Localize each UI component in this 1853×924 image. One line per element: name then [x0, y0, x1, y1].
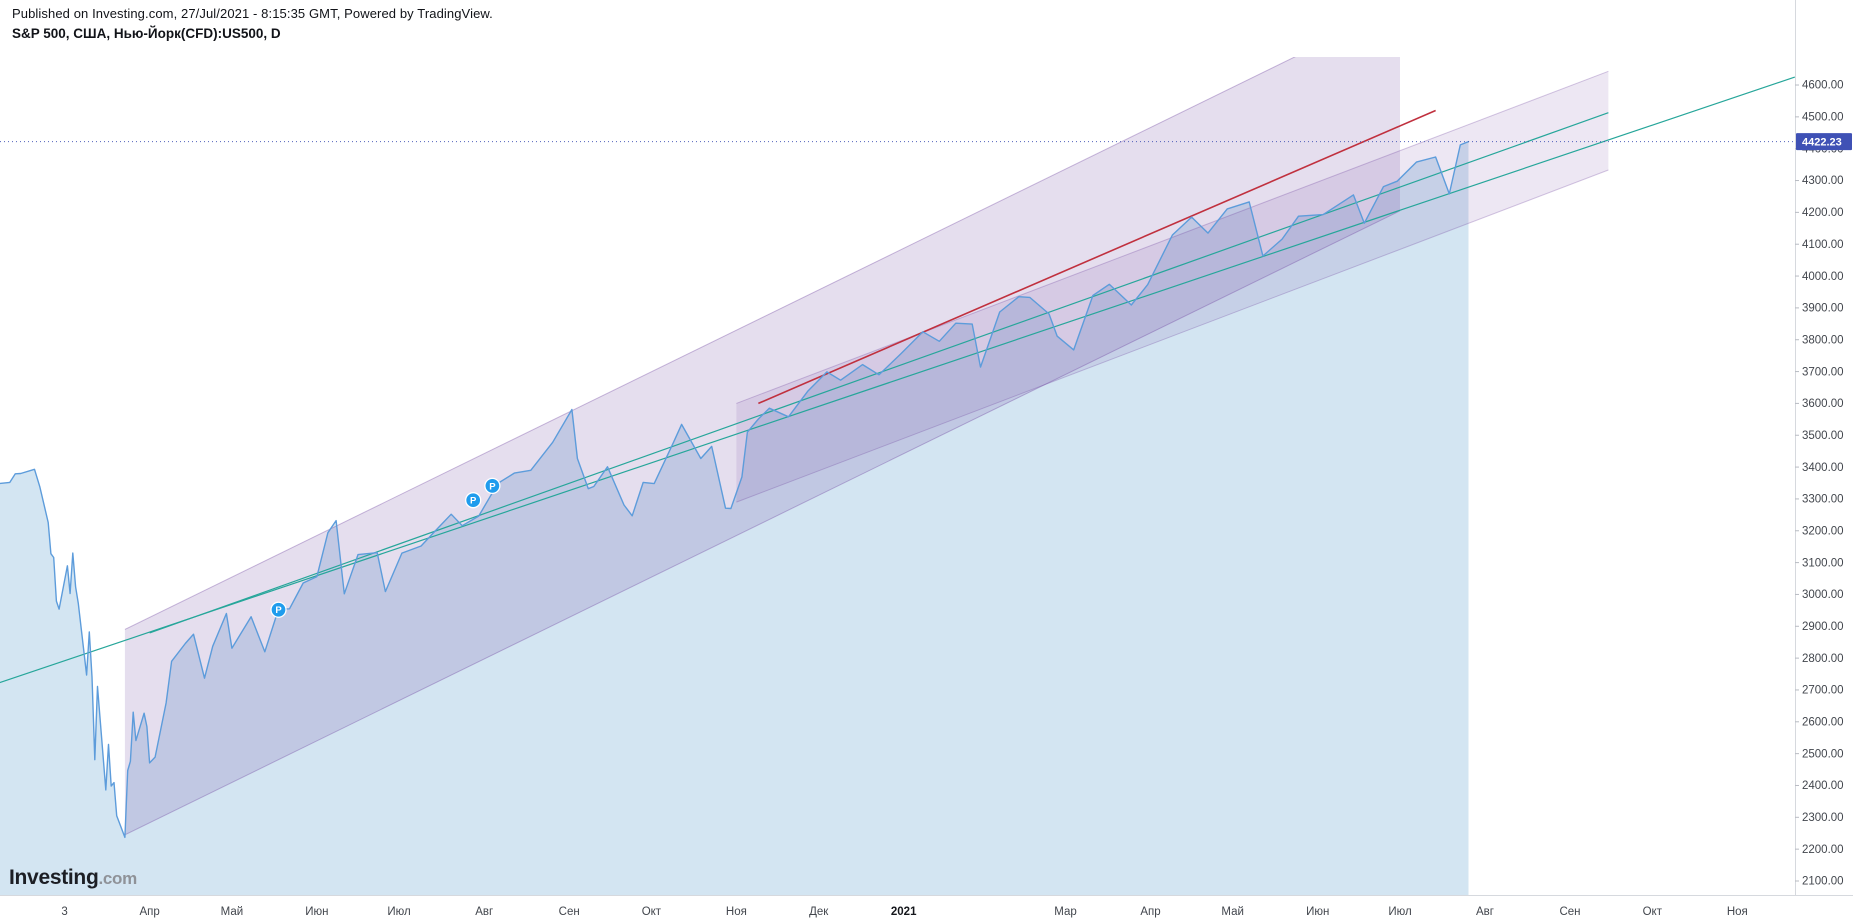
price-tick-label: 3700.00 [1802, 366, 1844, 378]
price-line[interactable] [0, 140, 1470, 839]
last-price-badge-bg [1796, 133, 1852, 151]
investing-logo: Investing.com [9, 866, 137, 890]
price-tick-label: 2900.00 [1802, 621, 1844, 633]
plot-area[interactable]: P P P [0, 5, 1795, 895]
symbol-title: S&P 500, США, Нью-Йорк(CFD):US500, D [12, 26, 281, 41]
price-tick-label: 2400.00 [1802, 780, 1844, 792]
teal-trend-line-long[interactable] [0, 76, 1795, 684]
channel-edge-line [124, 210, 1401, 836]
marker-label: P [275, 605, 282, 616]
time-axis-label: Июн [1306, 906, 1329, 918]
time-axis-label: Май [221, 906, 244, 918]
price-tick-label: 4600.00 [1802, 80, 1844, 92]
price-tick-label: 4100.00 [1802, 239, 1844, 251]
time-axis-label: Мар [1054, 906, 1077, 918]
marker-label: P [470, 496, 477, 507]
last-price-badge-text: 4422.23 [1802, 137, 1842, 149]
price-tick-label: 3200.00 [1802, 525, 1844, 537]
price-area-fill [0, 141, 1469, 895]
price-tick-label: 3100.00 [1802, 557, 1844, 569]
pitchfork-point-marker[interactable]: P [465, 492, 482, 509]
time-axis-label: Май [1221, 906, 1244, 918]
time-axis[interactable]: 3 Апр Май Июн Июл Авг Сен Окт Ноя Дек 2021 Мар Апр Ма… [61, 906, 1747, 918]
price-tick-label: 4300.00 [1802, 175, 1844, 187]
price-tick-label: 3400.00 [1802, 462, 1844, 474]
chart-header: Published on Investing.com, 27/Jul/2021 … [12, 6, 493, 41]
price-tick-label: 3300.00 [1802, 494, 1844, 506]
price-tick-label: 2700.00 [1802, 685, 1844, 697]
price-tick-label: 3600.00 [1802, 398, 1844, 410]
time-axis-label: Сен [1559, 906, 1580, 918]
price-tick-label: 2800.00 [1802, 653, 1844, 665]
channel-edge-line [736, 70, 1609, 404]
time-axis-label: Авг [1476, 906, 1494, 918]
price-tick-label: 2600.00 [1802, 716, 1844, 728]
parallel-channel-drawing[interactable] [124, 5, 1400, 835]
time-axis-label: Окт [1643, 906, 1663, 918]
channel-edge-line [124, 57, 1296, 630]
time-axis-label: Июл [387, 906, 410, 918]
teal-trend-line-short[interactable] [149, 112, 1609, 634]
time-axis-label: Апр [139, 906, 159, 918]
pitchfork-point-marker[interactable]: P [270, 601, 287, 618]
time-axis-label: Июн [305, 906, 328, 918]
price-tick-label: 2200.00 [1802, 844, 1844, 856]
price-tick-label: 2300.00 [1802, 812, 1844, 824]
price-tick-label: 2100.00 [1802, 876, 1844, 888]
time-axis-label: 3 [61, 906, 67, 918]
investing-logo-brand: Investing [9, 866, 99, 889]
price-axis[interactable]: 2100.00 2200.00 2300.00 2400.00 2500.00 2600.… [1795, 80, 1844, 888]
time-axis-label: Сен [559, 906, 580, 918]
red-trend-line[interactable] [758, 109, 1436, 405]
time-axis-label: Июл [1388, 906, 1411, 918]
time-axis-label: Авг [475, 906, 493, 918]
pitchfork-point-marker[interactable]: P [484, 477, 501, 495]
price-tick-label: 3800.00 [1802, 334, 1844, 346]
price-tick-label: 4500.00 [1802, 112, 1844, 124]
price-tick-label: 4200.00 [1802, 207, 1844, 219]
last-price-badge: 4422.23 [1796, 133, 1852, 151]
published-info: Published on Investing.com, 27/Jul/2021 … [12, 6, 493, 21]
channel-edge-line [736, 169, 1609, 503]
time-axis-label: Окт [642, 906, 662, 918]
price-tick-label: 3900.00 [1802, 303, 1844, 315]
investing-logo-suffix: .com [98, 869, 137, 888]
marker-circle [484, 477, 501, 495]
time-axis-label: Ноя [1727, 906, 1748, 918]
price-tick-label: 4000.00 [1802, 271, 1844, 283]
marker-circle [270, 601, 287, 618]
marker-label: P [489, 481, 496, 492]
time-axis-label: Ноя [726, 906, 747, 918]
price-tick-label: 3000.00 [1802, 589, 1844, 601]
price-tick-label: 3500.00 [1802, 430, 1844, 442]
time-axis-label: Апр [1140, 906, 1160, 918]
price-tick-label: 2500.00 [1802, 748, 1844, 760]
marker-circle [465, 492, 482, 509]
time-axis-label: 2021 [891, 906, 917, 918]
time-axis-label: Дек [809, 906, 829, 918]
